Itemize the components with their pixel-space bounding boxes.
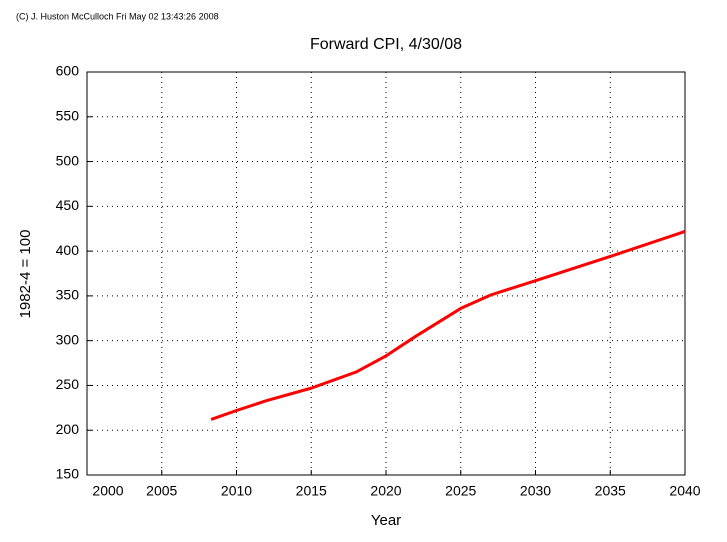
x-tick-label: 2025: [445, 483, 476, 499]
y-tick-label: 400: [56, 242, 80, 258]
x-tick-label: 2030: [520, 483, 551, 499]
y-tick-label: 450: [56, 197, 80, 213]
x-tick-label: 2015: [296, 483, 327, 499]
y-tick-label: 550: [56, 107, 80, 123]
y-tick-label: 350: [56, 287, 80, 303]
y-tick-label: 250: [56, 376, 80, 392]
credit: (C) J. Huston McCulloch Fri May 02 13:43…: [16, 11, 219, 21]
x-tick-label: 2000: [92, 483, 123, 499]
x-tick-label: 2035: [595, 483, 626, 499]
chart-title: Forward CPI, 4/30/08: [310, 36, 462, 53]
x-axis-label: Year: [371, 512, 401, 529]
y-tick-label: 300: [56, 331, 80, 347]
y-tick-label: 150: [56, 466, 80, 482]
y-tick-label: 600: [56, 63, 80, 79]
line-series: [210, 229, 686, 421]
x-tick-label: 2010: [221, 483, 252, 499]
y-tick-label: 200: [56, 421, 80, 437]
y-tick-label: 500: [56, 152, 80, 168]
y-axis-label: 1982-4 = 100: [17, 230, 34, 319]
x-tick-label: 2040: [669, 483, 700, 499]
x-tick-label: 2005: [146, 483, 177, 499]
x-tick-label: 2020: [370, 483, 401, 499]
